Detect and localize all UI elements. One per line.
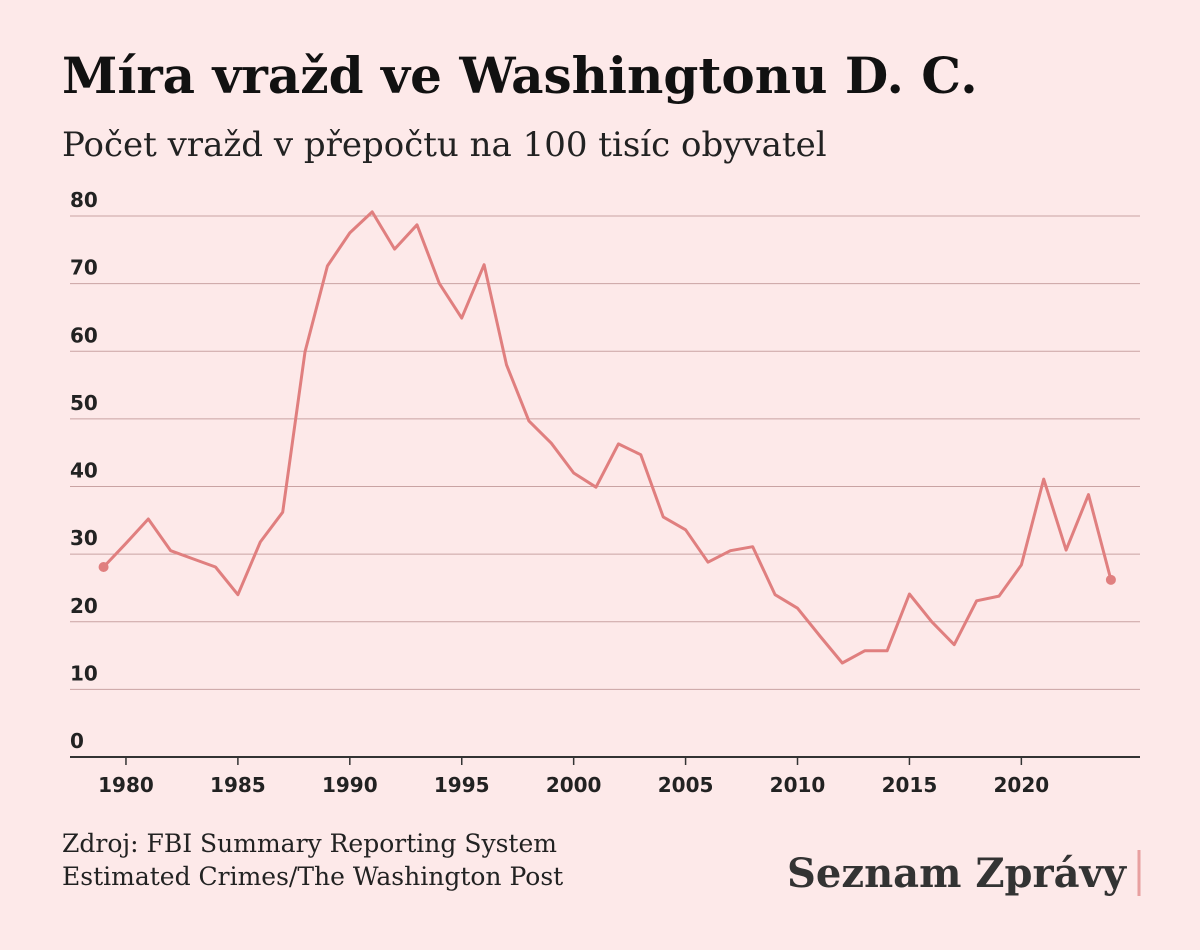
x-tick-label: 2015	[882, 773, 938, 797]
brand-logo: Seznam Zprávy	[787, 850, 1128, 897]
x-tick-label: 2000	[546, 773, 602, 797]
y-tick-label: 50	[70, 391, 98, 415]
data-line	[102, 210, 1113, 665]
y-tick-label: 40	[70, 459, 98, 483]
chart-title: Míra vražd ve Washingtonu D. C.	[62, 46, 978, 105]
y-tick-label: 0	[70, 729, 84, 753]
source-line: Estimated Crimes/The Washington Post	[62, 862, 563, 891]
y-tick-label: 70	[70, 256, 98, 280]
y-tick-label: 20	[70, 594, 98, 618]
y-tick-label: 60	[70, 323, 98, 347]
x-tick-label: 1985	[210, 773, 266, 797]
x-tick-label: 2020	[994, 773, 1050, 797]
end-point	[1105, 574, 1116, 585]
source-line: Zdroj: FBI Summary Reporting System	[62, 829, 557, 858]
chart-subtitle: Počet vražd v přepočtu na 100 tisíc obyv…	[62, 125, 827, 165]
x-tick-label: 2005	[658, 773, 714, 797]
y-tick-label: 10	[70, 661, 98, 685]
x-tick-label: 1995	[434, 773, 490, 797]
x-tick-label: 1990	[322, 773, 378, 797]
y-tick-label: 30	[70, 526, 98, 550]
end-point	[98, 561, 109, 572]
x-tick-label: 1980	[98, 773, 154, 797]
y-tick-label: 80	[70, 188, 98, 212]
x-tick-label: 2010	[770, 773, 826, 797]
